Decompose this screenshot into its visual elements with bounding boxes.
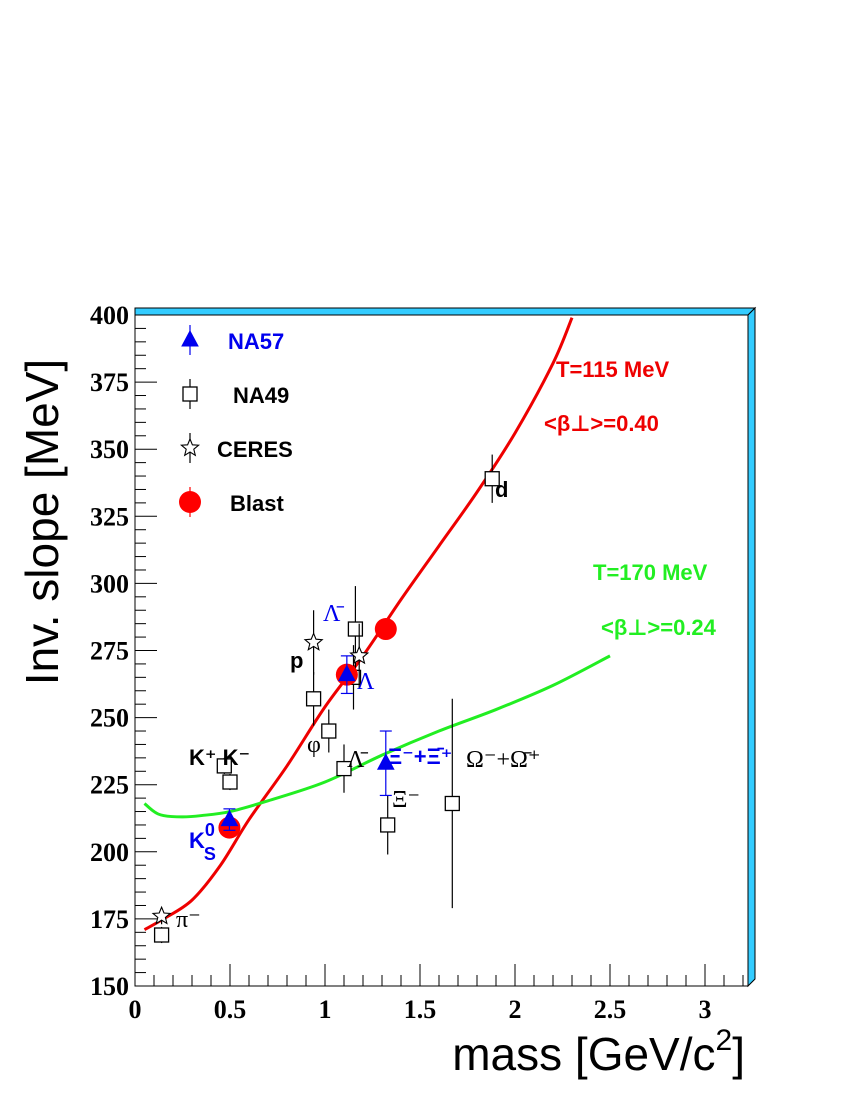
y-axis-title: Inv. slope [MeV]	[16, 359, 68, 685]
legend-marker-na57	[181, 329, 199, 347]
point-ceres	[349, 645, 370, 665]
point-na49	[153, 927, 170, 943]
x-tick-label: 2.5	[594, 995, 627, 1024]
x-tick-label: 3	[699, 995, 712, 1024]
annotation-t170: T=170 MeV	[593, 560, 708, 585]
x-axis-title: mass [GeV/c2]	[452, 1024, 745, 1080]
point-na57	[376, 753, 395, 770]
legend-label-na49: NA49	[233, 383, 289, 408]
legend-marker-ceres	[179, 437, 201, 457]
annotation-t115: T=115 MeV	[556, 357, 669, 382]
curve-t-170-mev	[143, 654, 611, 819]
legend-marker-na49	[182, 386, 198, 402]
label-p: p	[290, 648, 303, 673]
x-tick-label: 0.5	[214, 995, 247, 1024]
legend: NA57 NA49 CERES Blast	[179, 325, 293, 517]
y-tick-label: 275	[90, 637, 129, 666]
point-na49	[216, 758, 232, 774]
point-na49	[380, 817, 396, 833]
y-tick-label: 200	[90, 838, 129, 867]
y-tick-label: 400	[90, 301, 129, 330]
annotation-beta024: <β⊥>=0.24	[601, 615, 717, 640]
y-tick-label: 225	[90, 771, 129, 800]
point-na49	[222, 774, 238, 790]
point-ceres	[303, 631, 324, 651]
x-tick-label: 1.5	[404, 995, 437, 1024]
label-kk: K⁺ K⁻	[189, 745, 250, 770]
y-tick-label: 150	[90, 972, 129, 1001]
point-na49	[347, 621, 364, 637]
legend-label-na57: NA57	[228, 329, 284, 354]
label-omega: Ω⁻+Ω̄⁺	[466, 747, 541, 773]
point-na49	[444, 795, 460, 812]
y-tick-label: 300	[90, 569, 129, 598]
label-lambdabar-top: Λ̄	[323, 601, 344, 627]
point-na49	[484, 471, 500, 487]
label-lambda: Λ	[357, 669, 375, 695]
y-tick-label: 325	[90, 502, 129, 531]
label-ks: K0 S	[189, 820, 216, 864]
legend-label-ceres: CERES	[217, 437, 293, 462]
x-tick-label: 1	[319, 995, 332, 1024]
label-xi: Ξ⁻	[392, 787, 420, 813]
point-ceres	[151, 905, 172, 925]
point-na57	[338, 664, 356, 682]
y-tick-label: 350	[90, 435, 129, 464]
legend-marker-blast	[179, 491, 201, 513]
y-tick-label: 250	[90, 704, 129, 733]
x-tick-label: 0	[129, 995, 142, 1024]
point-na49	[336, 760, 352, 777]
annotation-beta040: <β⊥>=0.40	[544, 411, 659, 436]
data-points	[151, 454, 500, 944]
point-na49	[305, 691, 322, 707]
point-blast	[374, 618, 397, 641]
frame-top-edge	[134, 307, 757, 316]
x-tick-label: 2	[509, 995, 522, 1024]
plot-area	[134, 314, 749, 987]
label-lambdabar: Λ̄	[347, 747, 368, 773]
legend-label-blast: Blast	[230, 491, 284, 516]
label-d: d	[495, 477, 508, 502]
point-na57	[220, 809, 239, 827]
y-tick-label: 375	[90, 368, 129, 397]
label-phi: φ	[307, 732, 321, 758]
y-tick-label: 175	[90, 905, 129, 934]
axis-ticks: 150 175 200 225 250 275 300 325 350 375 400 0 0.5 1 1.…	[90, 301, 744, 1024]
label-pi: π⁻	[176, 907, 201, 933]
frame-right-edge	[747, 306, 756, 988]
point-na49	[321, 723, 337, 739]
label-xi-pair: Ξ⁻+Ξ̄⁺	[388, 744, 452, 769]
